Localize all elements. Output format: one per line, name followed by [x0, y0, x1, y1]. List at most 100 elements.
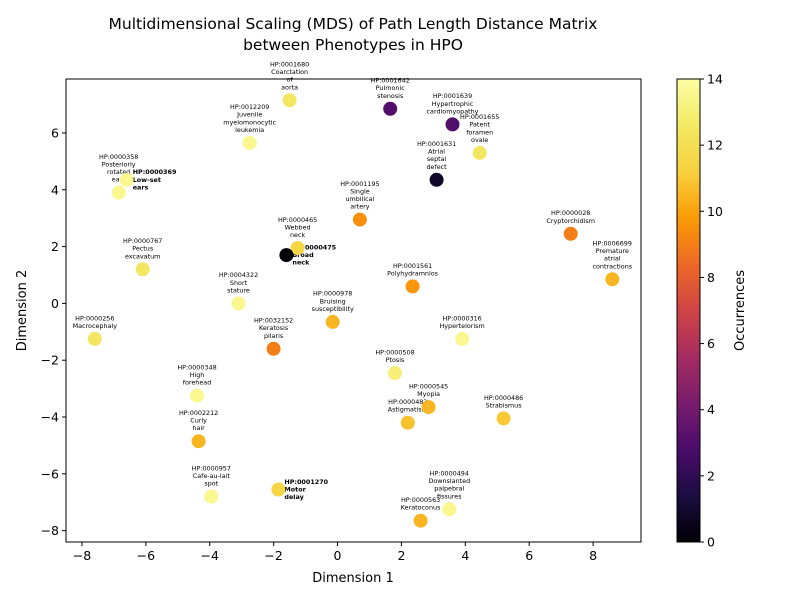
point-label: HP:0000563 Keratoconus — [401, 496, 441, 512]
colorbar — [676, 78, 701, 543]
data-point — [290, 241, 305, 255]
point-label-line: hair — [192, 424, 205, 432]
x-axis-label: Dimension 1 — [312, 571, 394, 586]
point-label-line: HP:0000545 — [409, 383, 448, 391]
x-tick-label: 2 — [397, 548, 405, 563]
point-label-line: HP:0001655 — [460, 113, 499, 121]
point-label-line: HP:0000316 — [442, 314, 481, 322]
point-label-line: Juvenile — [236, 111, 262, 119]
data-point — [204, 489, 219, 504]
point-label-line: Keratoconus — [401, 504, 441, 512]
point-label-line: Hypertelorism — [439, 322, 484, 330]
point-label-line: HP:0000358 — [99, 153, 138, 161]
point-label-line: Patent — [469, 121, 490, 129]
point-label-line: Bruising — [320, 297, 346, 305]
colorbar-tick-label: 4 — [707, 402, 715, 417]
point-label-line: HP:0000494 — [430, 470, 469, 478]
point-label-line: Pectus — [132, 245, 154, 253]
data-point — [87, 331, 102, 346]
y-tick-label: 6 — [51, 125, 59, 140]
point-label-line: excavatum — [125, 252, 160, 260]
point-label: HP:0002212 Curly hair — [179, 409, 218, 432]
point-label-line: aorta — [281, 83, 298, 91]
point-label-line: defect — [426, 163, 447, 171]
data-point — [111, 185, 126, 200]
point-label-line: palpebral — [434, 485, 464, 493]
point-label-line: ovale — [471, 136, 488, 144]
point-label: HP:0000486 Strabismus — [484, 394, 523, 410]
point-label: HP:0000978 Bruising susceptibility — [312, 290, 354, 313]
x-tick-label: −2 — [264, 548, 282, 563]
x-tick-label: −8 — [73, 548, 91, 563]
point-label: HP:0032152 Keratosis pilaris — [254, 317, 293, 340]
point-label-line: HP:0001270 — [284, 478, 328, 486]
point-label-line: HP:0000348 — [177, 364, 216, 372]
point-label-line: Polyhydramnios — [387, 269, 438, 277]
point-label: HP:0000348 High forehead — [177, 364, 216, 387]
scatter-points — [87, 93, 620, 528]
point-label: HP:0000358 Posteriorly rotated ears — [99, 153, 138, 184]
point-label-line: stenosis — [377, 92, 404, 100]
data-point — [279, 248, 294, 263]
data-point — [405, 279, 420, 294]
point-label-line: Downslanted — [428, 477, 470, 485]
data-point — [271, 482, 286, 497]
point-label-line: Low-set — [133, 176, 161, 184]
point-label-line: Cafe-au-lait — [193, 472, 231, 480]
point-label-line: Posteriorly — [102, 160, 136, 168]
point-label-line: HP:0000957 — [192, 464, 231, 472]
y-axis-ticks: −8 −6 −4 −2 0 2 4 6 — [41, 125, 66, 538]
point-label-line: HP:0000486 — [484, 394, 523, 402]
colorbar-tick-label: 14 — [707, 72, 723, 87]
point-label-line: neck — [290, 231, 305, 239]
data-point — [445, 117, 460, 132]
point-label-line: HP:0000475 — [292, 244, 336, 252]
data-point — [191, 434, 206, 449]
point-label: HP:0001561 Polyhydramnios — [387, 262, 438, 278]
point-label: HP:0004322 Short stature — [219, 271, 258, 294]
point-label-line: HP:0000483 — [388, 398, 427, 406]
point-label-line: foramen — [466, 128, 493, 136]
point-label-line: contractions — [592, 262, 632, 270]
point-label-line: HP:0000978 — [313, 290, 352, 298]
point-label-line: HP:0012209 — [230, 103, 269, 111]
point-label: HP:0000957 Cafe-au-lait spot — [192, 464, 231, 487]
point-label-line: spot — [204, 480, 218, 488]
point-label-line: Keratosis — [259, 324, 289, 332]
point-label-line: HP:0006699 — [593, 240, 632, 248]
data-point — [455, 331, 470, 346]
point-label-line: HP:0000256 — [75, 314, 114, 322]
y-tick-label: 0 — [51, 296, 59, 311]
point-label: HP:0001195 Single umbilical artery — [340, 180, 379, 211]
y-tick-label: −6 — [41, 466, 59, 481]
point-label: HP:0001631 Atrial septal defect — [417, 140, 456, 171]
data-point — [421, 400, 436, 415]
point-label-line: atrial — [604, 255, 621, 263]
point-label: HP:0000316 Hypertelorism — [439, 314, 484, 330]
point-label: HP:0000483 Astigmatism — [388, 398, 428, 414]
data-point — [282, 93, 297, 108]
x-tick-label: 6 — [525, 548, 533, 563]
data-point — [496, 411, 511, 426]
point-label: HP:0000256 Macrocephaly — [73, 314, 118, 330]
point-label-line: Motor — [284, 486, 306, 494]
point-label-line: Hypertrophic — [432, 100, 474, 108]
point-label-line: Short — [230, 279, 248, 287]
point-label: HP:0000508 Ptosis — [375, 348, 414, 364]
y-tick-label: 4 — [51, 182, 59, 197]
point-label-line: Pulmonic — [376, 84, 406, 92]
point-labels: HP:0001680 Coarctation of aorta HP:0001642 Pu… — [73, 61, 633, 512]
data-point — [231, 296, 246, 311]
data-point — [400, 415, 415, 430]
point-label-line: of — [287, 76, 294, 84]
colorbar-tick-label: 12 — [707, 138, 723, 153]
data-point — [442, 502, 457, 517]
point-label-line: HP:0002212 — [179, 409, 218, 417]
point-label-line: leukemia — [235, 126, 264, 134]
colorbar-tick-label: 8 — [707, 270, 715, 285]
point-label-line: Myopia — [417, 390, 440, 398]
point-label-line: Coarctation — [271, 68, 308, 76]
y-tick-label: 2 — [51, 239, 59, 254]
data-point — [605, 272, 620, 287]
